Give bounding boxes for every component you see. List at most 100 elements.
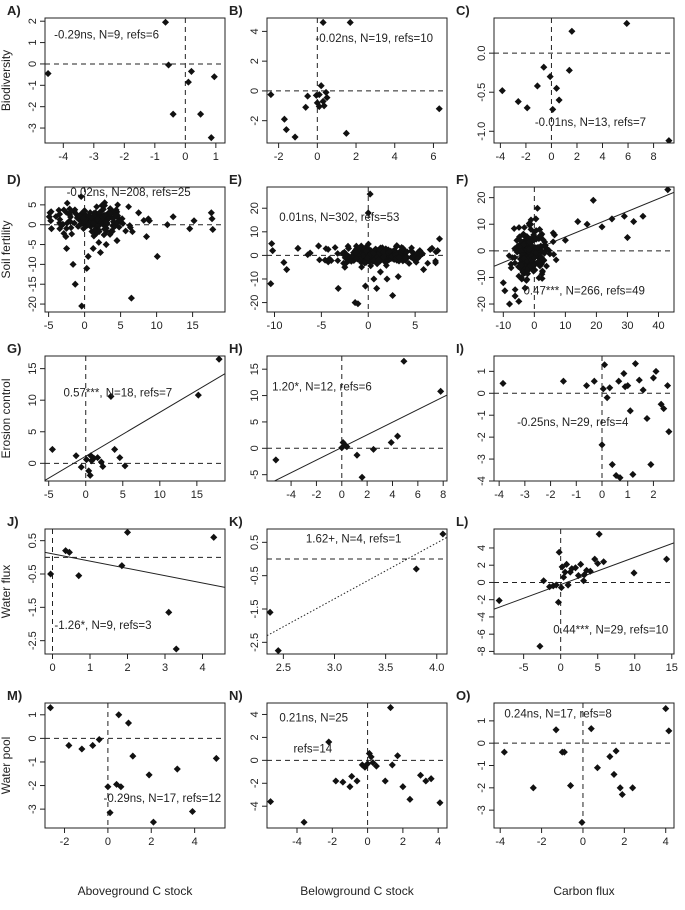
- data-point: [47, 570, 55, 578]
- panel-A: A) -4 -3 -2 -1 0 1 -3 -2 -1 0 1 2 -0.29ns, N=9, refs=…: [7, 3, 226, 163]
- data-point: [119, 220, 127, 227]
- panel-K: K) 2.5 3.0 3.5 4.0 -2.5 -1.5 -0.5 0.5 1.62+, N=4,…: [229, 514, 448, 674]
- y-tick-label: 0: [476, 579, 488, 585]
- data-point: [432, 259, 439, 267]
- x-tick-label: 5: [595, 662, 601, 674]
- data-point: [99, 462, 107, 471]
- data-point: [533, 204, 541, 212]
- data-point: [495, 597, 503, 605]
- data-point: [536, 642, 544, 650]
- data-point: [594, 559, 602, 568]
- data-point: [332, 777, 340, 785]
- x-tick-label: 0: [365, 836, 371, 848]
- data-point: [574, 572, 582, 580]
- data-point: [629, 470, 637, 478]
- data-point: [662, 705, 670, 713]
- data-point: [78, 745, 86, 753]
- y-tick-label: 0.5: [249, 535, 261, 550]
- data-point: [620, 370, 628, 378]
- y-tick-label: 5: [249, 419, 261, 425]
- panel-G: G) -5 0 5 10 15 0 5 10 15 0.57***, N=18, refs=7: [7, 341, 226, 501]
- x-tick-label: 6: [430, 151, 436, 163]
- data-point: [346, 783, 354, 791]
- data-point: [45, 213, 53, 221]
- data-point: [439, 530, 447, 538]
- data-point: [104, 783, 112, 791]
- y-tick-label: -1.0: [476, 122, 488, 141]
- y-tick-label: -20: [249, 295, 261, 311]
- data-point: [420, 266, 428, 274]
- y-tick-label: -10: [249, 271, 261, 287]
- data-point: [560, 748, 568, 756]
- data-point: [369, 249, 377, 257]
- panel-label: B): [229, 3, 243, 18]
- data-point: [173, 765, 181, 773]
- data-point: [580, 577, 588, 585]
- data-point: [595, 530, 603, 538]
- y-tick-label: -2: [249, 778, 261, 788]
- data-point: [532, 249, 540, 257]
- data-point: [93, 203, 101, 211]
- plot-frame: [493, 702, 675, 829]
- x-tick-label: -4: [494, 489, 504, 501]
- data-point: [269, 247, 277, 255]
- data-point: [102, 241, 110, 249]
- plot-area: [45, 529, 225, 654]
- x-tick-label: -4: [495, 151, 505, 163]
- data-point: [345, 244, 353, 252]
- data-point: [316, 256, 323, 264]
- y-tick-label: -4: [476, 612, 488, 622]
- plot-frame: [493, 528, 675, 655]
- data-point: [513, 237, 521, 244]
- y-tick-label: -5: [27, 240, 39, 250]
- x-tick-label: 3: [162, 662, 168, 674]
- x-tick-label: -5: [316, 320, 326, 332]
- x-tick-label: 2: [148, 836, 154, 848]
- x-tick-label: -2: [521, 151, 531, 163]
- stats-annotation: 0.57***, N=18, refs=7: [64, 387, 173, 399]
- data-point: [601, 361, 609, 369]
- plot-frame: [44, 702, 226, 829]
- x-tick-label: -5: [44, 489, 54, 501]
- data-point: [540, 577, 548, 585]
- y-tick-label: -5: [249, 470, 261, 480]
- y-tick-label: -4: [476, 476, 488, 486]
- data-point: [320, 102, 328, 110]
- data-point: [424, 259, 432, 267]
- x-tick-label: 4: [435, 836, 441, 848]
- data-point: [514, 98, 522, 106]
- plot-frame: [493, 186, 675, 313]
- data-point: [631, 360, 639, 368]
- plot-area: [45, 18, 225, 143]
- plot-area: [494, 703, 674, 828]
- data-point: [578, 818, 586, 826]
- data-point: [591, 555, 599, 563]
- y-tick-label: 1: [476, 368, 488, 374]
- panel-label: L): [456, 514, 468, 529]
- data-point: [567, 782, 575, 790]
- data-point: [525, 246, 533, 254]
- data-point: [552, 581, 560, 589]
- data-point: [364, 760, 372, 768]
- x-tick-label: 2: [574, 151, 580, 163]
- x-tick-label: -2: [537, 836, 547, 848]
- data-point: [274, 647, 282, 654]
- data-point: [106, 809, 114, 817]
- x-tick-label: 2: [364, 489, 370, 501]
- data-point: [127, 294, 135, 302]
- data-point: [342, 129, 350, 137]
- y-tick-label: 15: [249, 363, 261, 375]
- data-point: [341, 263, 349, 271]
- y-tick-label: -6: [476, 629, 488, 639]
- data-point: [129, 752, 137, 760]
- data-point: [389, 291, 397, 300]
- stats-annotation: 0.47***, N=266, refs=49: [523, 286, 644, 298]
- data-point: [75, 222, 83, 229]
- data-point: [71, 280, 79, 288]
- panel-label: E): [229, 172, 242, 187]
- plot-frame: [266, 355, 448, 482]
- stats-annotation: -0.25ns, N=29, refs=4: [517, 417, 629, 429]
- data-point: [354, 300, 362, 308]
- data-point: [435, 105, 443, 113]
- data-point: [322, 88, 330, 96]
